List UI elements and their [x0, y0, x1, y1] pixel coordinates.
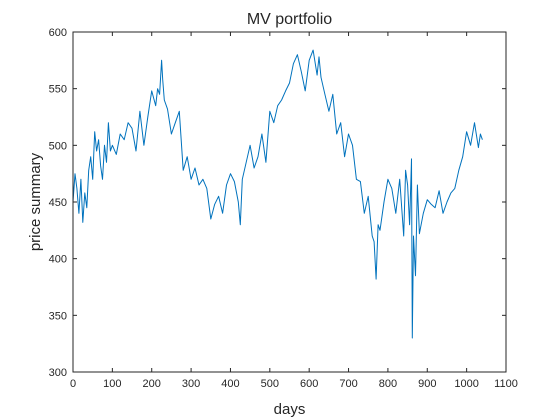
plot-area-box [72, 31, 507, 373]
y-tick-label: 600 [49, 27, 67, 39]
x-axis-title: days [274, 401, 306, 418]
y-tick-label: 500 [49, 140, 67, 152]
x-tick-label: 100 [103, 378, 121, 390]
series-layer [72, 49, 483, 339]
x-tick-label: 200 [143, 378, 161, 390]
y-axis-title: price summary [27, 152, 44, 251]
chart-title: MV portfolio [247, 11, 332, 28]
x-tick-label: 500 [261, 378, 279, 390]
ticks-layer: 0 100 200 300 400 500 600 700 800 900 1000 1100 300 3… [49, 27, 518, 390]
y-tick-label: 400 [49, 254, 67, 266]
y-tick-label: 450 [49, 197, 67, 209]
x-tick-label: 400 [221, 378, 239, 390]
x-tick-label: 0 [70, 378, 76, 390]
y-tick-label: 550 [49, 84, 67, 96]
x-tick-label: 600 [300, 378, 318, 390]
x-tick-label: 800 [379, 378, 397, 390]
series-line [72, 49, 483, 339]
y-tick-label: 350 [49, 310, 67, 322]
x-tick-label: 1100 [494, 378, 518, 390]
x-tick-label: 700 [339, 378, 357, 390]
x-tick-label: 1000 [454, 378, 478, 390]
x-tick-label: 300 [182, 378, 200, 390]
x-tick-label: 900 [418, 378, 436, 390]
y-tick-label: 300 [49, 367, 67, 379]
